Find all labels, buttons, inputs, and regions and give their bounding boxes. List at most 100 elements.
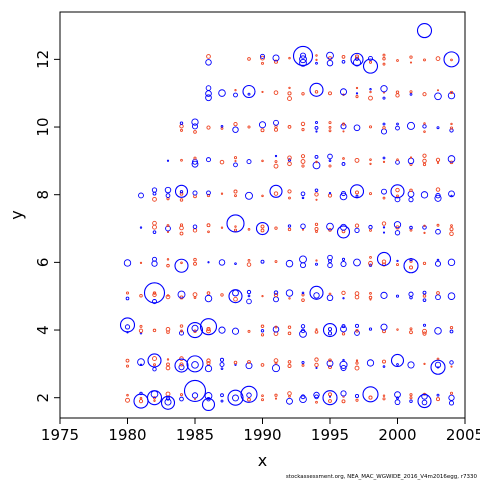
negative-residual-mark [273,191,279,196]
negative-residual-mark [382,196,386,200]
positive-residual-mark [258,121,267,129]
negative-residual-mark [287,189,292,194]
positive-residual-mark [420,191,429,199]
positive-residual-mark [314,188,319,193]
data-point [201,397,216,412]
negative-residual-mark [382,397,386,401]
positive-residual-mark [218,89,226,97]
negative-residual-mark [234,194,237,198]
negative-residual-mark [261,90,264,94]
positive-residual-mark [285,289,294,297]
positive-residual-mark [299,395,307,404]
negative-residual-mark [382,57,386,61]
data-point [269,184,283,198]
negative-residual-mark [233,189,238,194]
negative-residual-mark [260,128,265,133]
data-point [186,355,204,373]
positive-residual-mark [164,186,172,194]
negative-residual-mark [314,330,319,334]
positive-residual-mark [191,361,199,369]
data-point [227,389,244,406]
negative-residual-mark [287,363,292,368]
positive-residual-mark [339,88,348,96]
negative-residual-mark [165,326,171,332]
positive-residual-mark [299,52,307,59]
negative-residual-mark [368,295,373,300]
data-point [416,23,433,39]
positive-residual-mark [220,367,224,370]
negative-residual-mark [234,159,237,163]
data-point [322,322,338,338]
positive-residual-mark [449,360,454,365]
positive-residual-mark [408,197,414,203]
positive-residual-mark [246,392,252,398]
negative-residual-mark [287,391,292,396]
positive-residual-mark [205,94,212,102]
positive-residual-mark [259,53,266,59]
negative-residual-mark [354,223,360,228]
negative-residual-mark [287,360,292,364]
negative-residual-mark [368,125,373,129]
data-point [174,258,189,273]
negative-residual-mark [206,125,211,130]
positive-residual-mark [382,231,386,234]
negative-residual-mark [382,359,386,364]
positive-residual-mark [354,330,360,336]
positive-residual-mark [220,124,224,128]
negative-residual-mark [288,56,291,60]
positive-residual-mark [353,258,361,267]
negative-residual-mark [125,291,130,295]
positive-residual-mark [165,396,170,401]
negative-residual-mark [328,56,332,61]
negative-residual-mark [314,227,319,232]
positive-residual-mark [382,122,386,126]
positive-residual-mark [435,192,441,199]
negative-residual-mark [180,261,183,265]
negative-residual-mark [300,154,306,159]
positive-residual-mark [207,261,210,264]
positive-residual-mark [407,361,415,369]
negative-residual-mark [369,158,372,161]
positive-residual-mark [396,122,399,126]
negative-residual-mark [288,196,291,200]
positive-residual-mark [315,61,318,65]
data-point [376,251,392,267]
negative-residual-mark [179,198,184,202]
negative-residual-mark [314,362,319,368]
positive-residual-mark [301,196,305,200]
negative-residual-mark [395,90,400,94]
y-axis: 2 4 6 8 10 12 [34,50,60,402]
negative-residual-mark [328,129,332,133]
negative-residual-mark [246,262,252,267]
negative-residual-mark [153,399,156,402]
negative-residual-mark [396,263,399,267]
negative-residual-mark [287,96,292,102]
positive-residual-mark [340,123,347,130]
positive-residual-mark [220,393,224,398]
negative-residual-mark [233,122,238,127]
positive-residual-mark [206,157,211,163]
y-axis-label: y [7,210,26,219]
negative-residual-mark [274,260,278,263]
positive-residual-mark [192,224,198,229]
negative-residual-mark [207,230,210,234]
negative-residual-mark [449,90,454,95]
positive-residual-mark [232,126,239,133]
positive-residual-mark [247,294,251,298]
negative-residual-mark [381,221,387,226]
negative-residual-mark [233,156,238,160]
negative-residual-mark [369,162,372,166]
positive-residual-mark [205,85,212,91]
negative-residual-mark [273,292,279,298]
y-tick-label: 6 [34,258,52,268]
positive-residual-mark [355,92,359,95]
data-marks [119,23,460,412]
positive-residual-mark [327,254,333,261]
negative-residual-mark [206,358,211,363]
positive-residual-mark [326,51,334,60]
positive-residual-mark [434,327,442,335]
positive-residual-mark [314,154,319,159]
negative-residual-mark [423,130,426,133]
negative-residual-mark [315,328,318,331]
negative-residual-mark [206,326,211,332]
